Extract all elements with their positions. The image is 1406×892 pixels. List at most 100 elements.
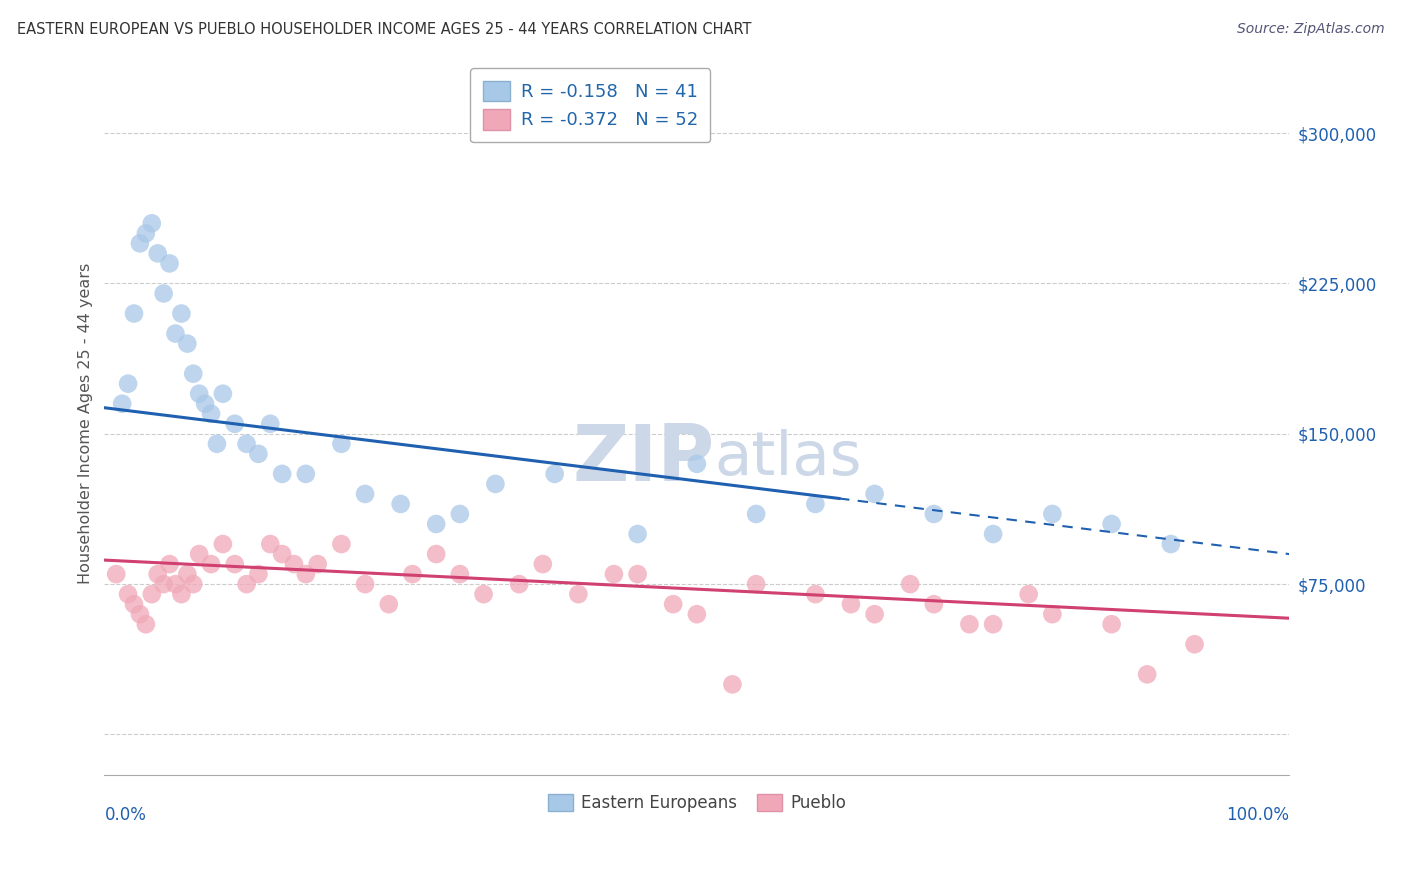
Point — [170, 306, 193, 320]
Point — [981, 527, 1004, 541]
Point — [159, 256, 181, 270]
Point — [307, 557, 329, 571]
Point — [1136, 667, 1159, 681]
Point — [235, 437, 257, 451]
Point — [181, 577, 204, 591]
Point — [330, 537, 353, 551]
Point — [259, 537, 281, 551]
Point — [141, 216, 163, 230]
Point — [425, 516, 447, 531]
Point — [449, 507, 471, 521]
Point — [354, 577, 377, 591]
Point — [863, 487, 886, 501]
Point — [508, 577, 530, 591]
Point — [295, 567, 318, 582]
Point — [135, 227, 157, 241]
Point — [212, 537, 235, 551]
Point — [567, 587, 589, 601]
Point — [686, 607, 709, 622]
Text: 100.0%: 100.0% — [1226, 806, 1289, 824]
Point — [745, 577, 768, 591]
Point — [378, 597, 401, 611]
Point — [188, 386, 211, 401]
Point — [271, 467, 294, 481]
Point — [449, 567, 471, 582]
Point — [135, 617, 157, 632]
Point — [283, 557, 305, 571]
Point — [1040, 607, 1063, 622]
Point — [1101, 516, 1123, 531]
Point — [839, 597, 862, 611]
Point — [1160, 537, 1182, 551]
Point — [200, 557, 222, 571]
Point — [686, 457, 709, 471]
Point — [804, 497, 827, 511]
Point — [122, 306, 145, 320]
Point — [531, 557, 554, 571]
Point — [425, 547, 447, 561]
Point — [1101, 617, 1123, 632]
Text: EASTERN EUROPEAN VS PUEBLO HOUSEHOLDER INCOME AGES 25 - 44 YEARS CORRELATION CHA: EASTERN EUROPEAN VS PUEBLO HOUSEHOLDER I… — [17, 22, 751, 37]
Point — [484, 477, 506, 491]
Point — [626, 567, 648, 582]
Point — [330, 437, 353, 451]
Point — [152, 286, 174, 301]
Point — [165, 326, 187, 341]
Point — [247, 447, 270, 461]
Point — [141, 587, 163, 601]
Point — [235, 577, 257, 591]
Point — [129, 236, 152, 251]
Legend: Eastern Europeans, Pueblo: Eastern Europeans, Pueblo — [541, 788, 853, 819]
Point — [804, 587, 827, 601]
Point — [176, 567, 198, 582]
Point — [957, 617, 980, 632]
Point — [188, 547, 211, 561]
Point — [922, 507, 945, 521]
Point — [1018, 587, 1040, 601]
Point — [745, 507, 768, 521]
Point — [898, 577, 921, 591]
Point — [1184, 637, 1206, 651]
Point — [200, 407, 222, 421]
Point — [259, 417, 281, 431]
Point — [194, 397, 217, 411]
Point — [146, 567, 169, 582]
Point — [389, 497, 412, 511]
Point — [122, 597, 145, 611]
Y-axis label: Householder Income Ages 25 - 44 years: Householder Income Ages 25 - 44 years — [79, 263, 93, 584]
Point — [105, 567, 128, 582]
Point — [544, 467, 567, 481]
Point — [165, 577, 187, 591]
Point — [295, 467, 318, 481]
Point — [111, 397, 134, 411]
Point — [401, 567, 423, 582]
Point — [603, 567, 626, 582]
Point — [170, 587, 193, 601]
Point — [721, 677, 744, 691]
Point — [176, 336, 198, 351]
Point — [247, 567, 270, 582]
Point — [146, 246, 169, 260]
Point — [626, 527, 648, 541]
Text: 0.0%: 0.0% — [104, 806, 146, 824]
Text: Source: ZipAtlas.com: Source: ZipAtlas.com — [1237, 22, 1385, 37]
Point — [159, 557, 181, 571]
Point — [981, 617, 1004, 632]
Text: ZIP: ZIP — [572, 421, 714, 497]
Point — [662, 597, 685, 611]
Point — [224, 417, 246, 431]
Point — [152, 577, 174, 591]
Point — [271, 547, 294, 561]
Point — [472, 587, 495, 601]
Point — [212, 386, 235, 401]
Point — [224, 557, 246, 571]
Point — [129, 607, 152, 622]
Point — [181, 367, 204, 381]
Point — [1040, 507, 1063, 521]
Point — [354, 487, 377, 501]
Point — [205, 437, 228, 451]
Text: atlas: atlas — [714, 429, 862, 488]
Point — [863, 607, 886, 622]
Point — [117, 587, 139, 601]
Point — [922, 597, 945, 611]
